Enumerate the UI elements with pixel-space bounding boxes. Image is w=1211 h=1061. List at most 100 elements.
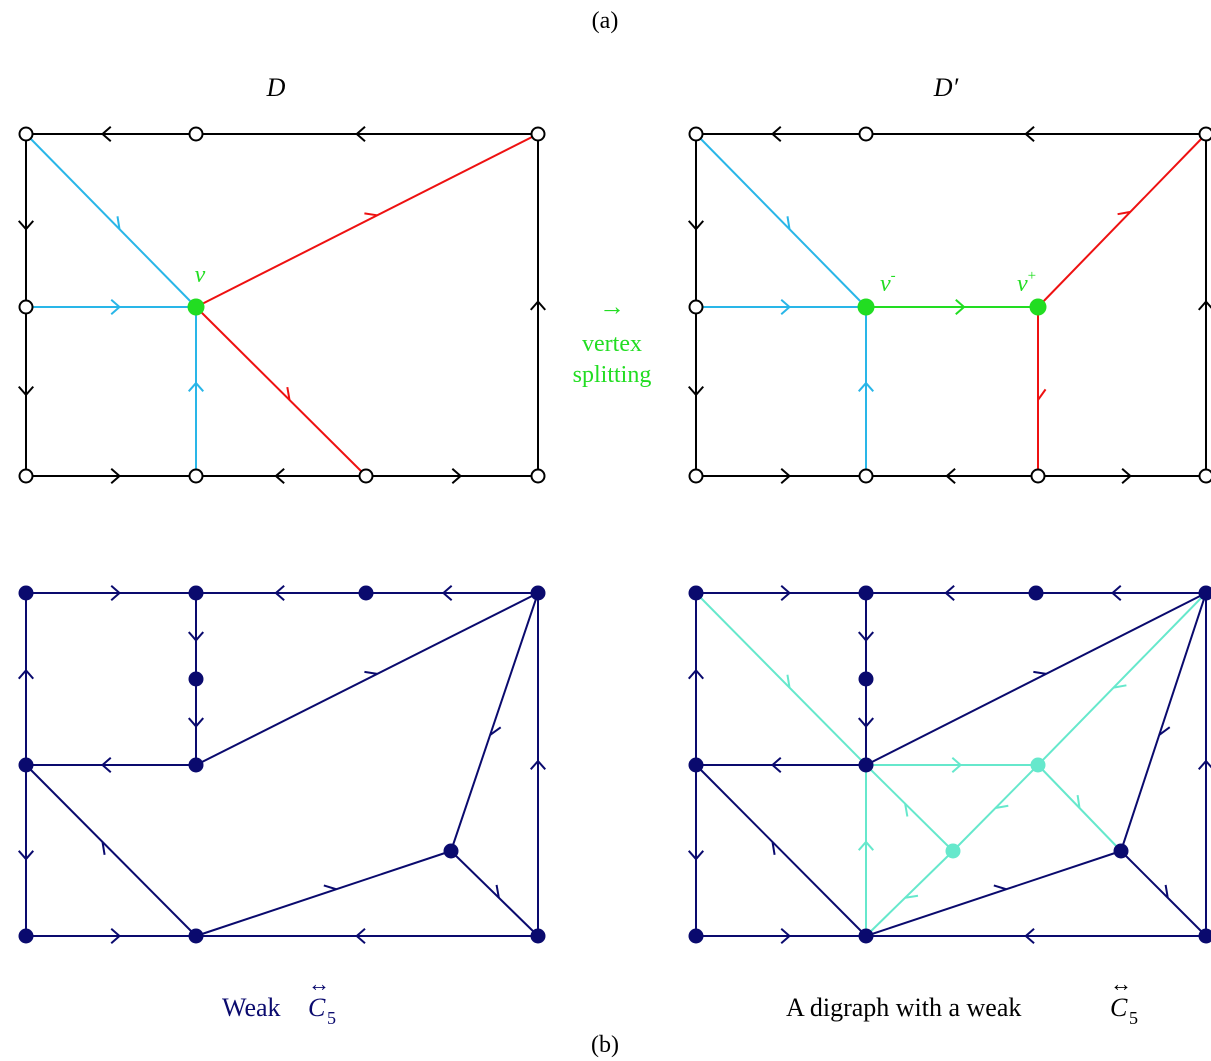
- arrowhead: [1113, 684, 1127, 689]
- edge: [195, 306, 367, 477]
- arrowhead: [944, 584, 955, 602]
- edge: [865, 592, 1207, 766]
- graph-d-prime-title: D′: [933, 73, 959, 102]
- arrowhead: [323, 884, 337, 891]
- arrowhead: [187, 381, 205, 392]
- arrowhead: [1024, 927, 1035, 945]
- arrowhead: [1158, 726, 1171, 736]
- vertex: [1030, 468, 1046, 484]
- vertex-aqua: [945, 843, 961, 859]
- arrowhead: [687, 385, 705, 397]
- vertex: [18, 126, 34, 142]
- vertex: [188, 928, 204, 944]
- arrowhead: [495, 884, 500, 898]
- arrowhead: [100, 125, 112, 143]
- vertex: [858, 468, 874, 484]
- vertex: [858, 757, 874, 773]
- arrowhead: [489, 726, 502, 736]
- operation-label-line1: vertex: [582, 331, 642, 357]
- vertex: [688, 585, 704, 601]
- operation-label-line2: splitting: [573, 362, 652, 388]
- weak-c5-caption: Weak C 5 ↔: [222, 971, 336, 1028]
- cycle-letter: C: [308, 993, 326, 1022]
- edge: [695, 133, 867, 308]
- arrowhead: [780, 298, 792, 316]
- arrowhead: [116, 216, 121, 230]
- vertex: [1028, 585, 1044, 601]
- vertex: [18, 299, 34, 315]
- vertex: [530, 585, 546, 601]
- arrowhead: [687, 850, 705, 861]
- edge: [695, 592, 867, 766]
- edge: [695, 764, 867, 937]
- arrowhead: [286, 386, 291, 401]
- vertex: [1113, 843, 1129, 859]
- edge: [1120, 850, 1207, 937]
- edge: [450, 592, 539, 852]
- arrowhead: [110, 298, 122, 316]
- vertex: [858, 671, 874, 687]
- arrowhead: [786, 216, 791, 230]
- vertex: [858, 928, 874, 944]
- bidirectional-arrow-2: ↔: [1110, 971, 1132, 996]
- arrowhead: [355, 125, 366, 143]
- arrowhead: [786, 674, 791, 688]
- arrowhead: [441, 584, 453, 602]
- vertex: [530, 468, 546, 484]
- vertex: [1198, 928, 1211, 944]
- arrowhead: [951, 756, 963, 774]
- edge: [1037, 592, 1207, 766]
- arrowhead: [529, 300, 547, 311]
- arrowhead: [770, 125, 782, 143]
- vertex-layer: [18, 126, 1211, 944]
- edge: [865, 850, 1122, 937]
- arrowhead: [904, 803, 909, 817]
- arrowhead: [101, 841, 106, 855]
- arrowhead: [780, 467, 792, 485]
- graph-d-title: D: [266, 73, 286, 102]
- edge-layer: [17, 125, 1211, 945]
- arrowhead: [1024, 125, 1035, 143]
- v-plus-base: v: [1017, 271, 1028, 297]
- arrowhead: [1076, 794, 1081, 809]
- arrowhead: [771, 841, 776, 855]
- edge: [25, 764, 197, 937]
- vertex: [688, 757, 704, 773]
- vertex: [530, 928, 546, 944]
- v-minus-base: v: [880, 271, 891, 297]
- vertex: [1198, 585, 1211, 601]
- cycle-subscript: 5: [327, 1008, 336, 1028]
- vertex: [688, 126, 704, 142]
- arrowhead: [17, 385, 35, 397]
- vertex: [688, 928, 704, 944]
- arrowhead: [1197, 300, 1211, 311]
- cycle-letter-2: C: [1110, 993, 1128, 1022]
- arrowhead: [857, 381, 875, 392]
- v-plus-sup: +: [1028, 268, 1036, 284]
- vertex: [188, 126, 204, 142]
- part-a-label: (a): [592, 8, 619, 34]
- digraph-prefix: A digraph with a weak: [786, 993, 1021, 1022]
- vertex-v-label: v: [195, 262, 206, 288]
- bidirectional-arrow: ↔: [308, 971, 330, 996]
- arrowhead: [355, 927, 366, 945]
- arrowhead: [1110, 584, 1122, 602]
- vertex-v: [187, 298, 205, 316]
- arrowhead: [187, 631, 205, 642]
- arrowhead: [110, 467, 122, 485]
- part-b-label: (b): [591, 1032, 619, 1058]
- vertex-aqua: [1030, 757, 1046, 773]
- arrowhead: [364, 670, 378, 675]
- arrowhead: [110, 927, 122, 945]
- arrowhead: [993, 884, 1007, 891]
- arrowhead: [1037, 388, 1047, 401]
- arrowhead: [529, 759, 547, 770]
- vertex: [1198, 126, 1211, 142]
- arrowhead: [857, 717, 875, 728]
- arrowhead: [687, 220, 705, 231]
- vertex: [858, 585, 874, 601]
- arrowhead: [1164, 884, 1169, 898]
- edge: [195, 133, 539, 308]
- arrowhead: [955, 298, 966, 316]
- arrowhead: [100, 756, 112, 774]
